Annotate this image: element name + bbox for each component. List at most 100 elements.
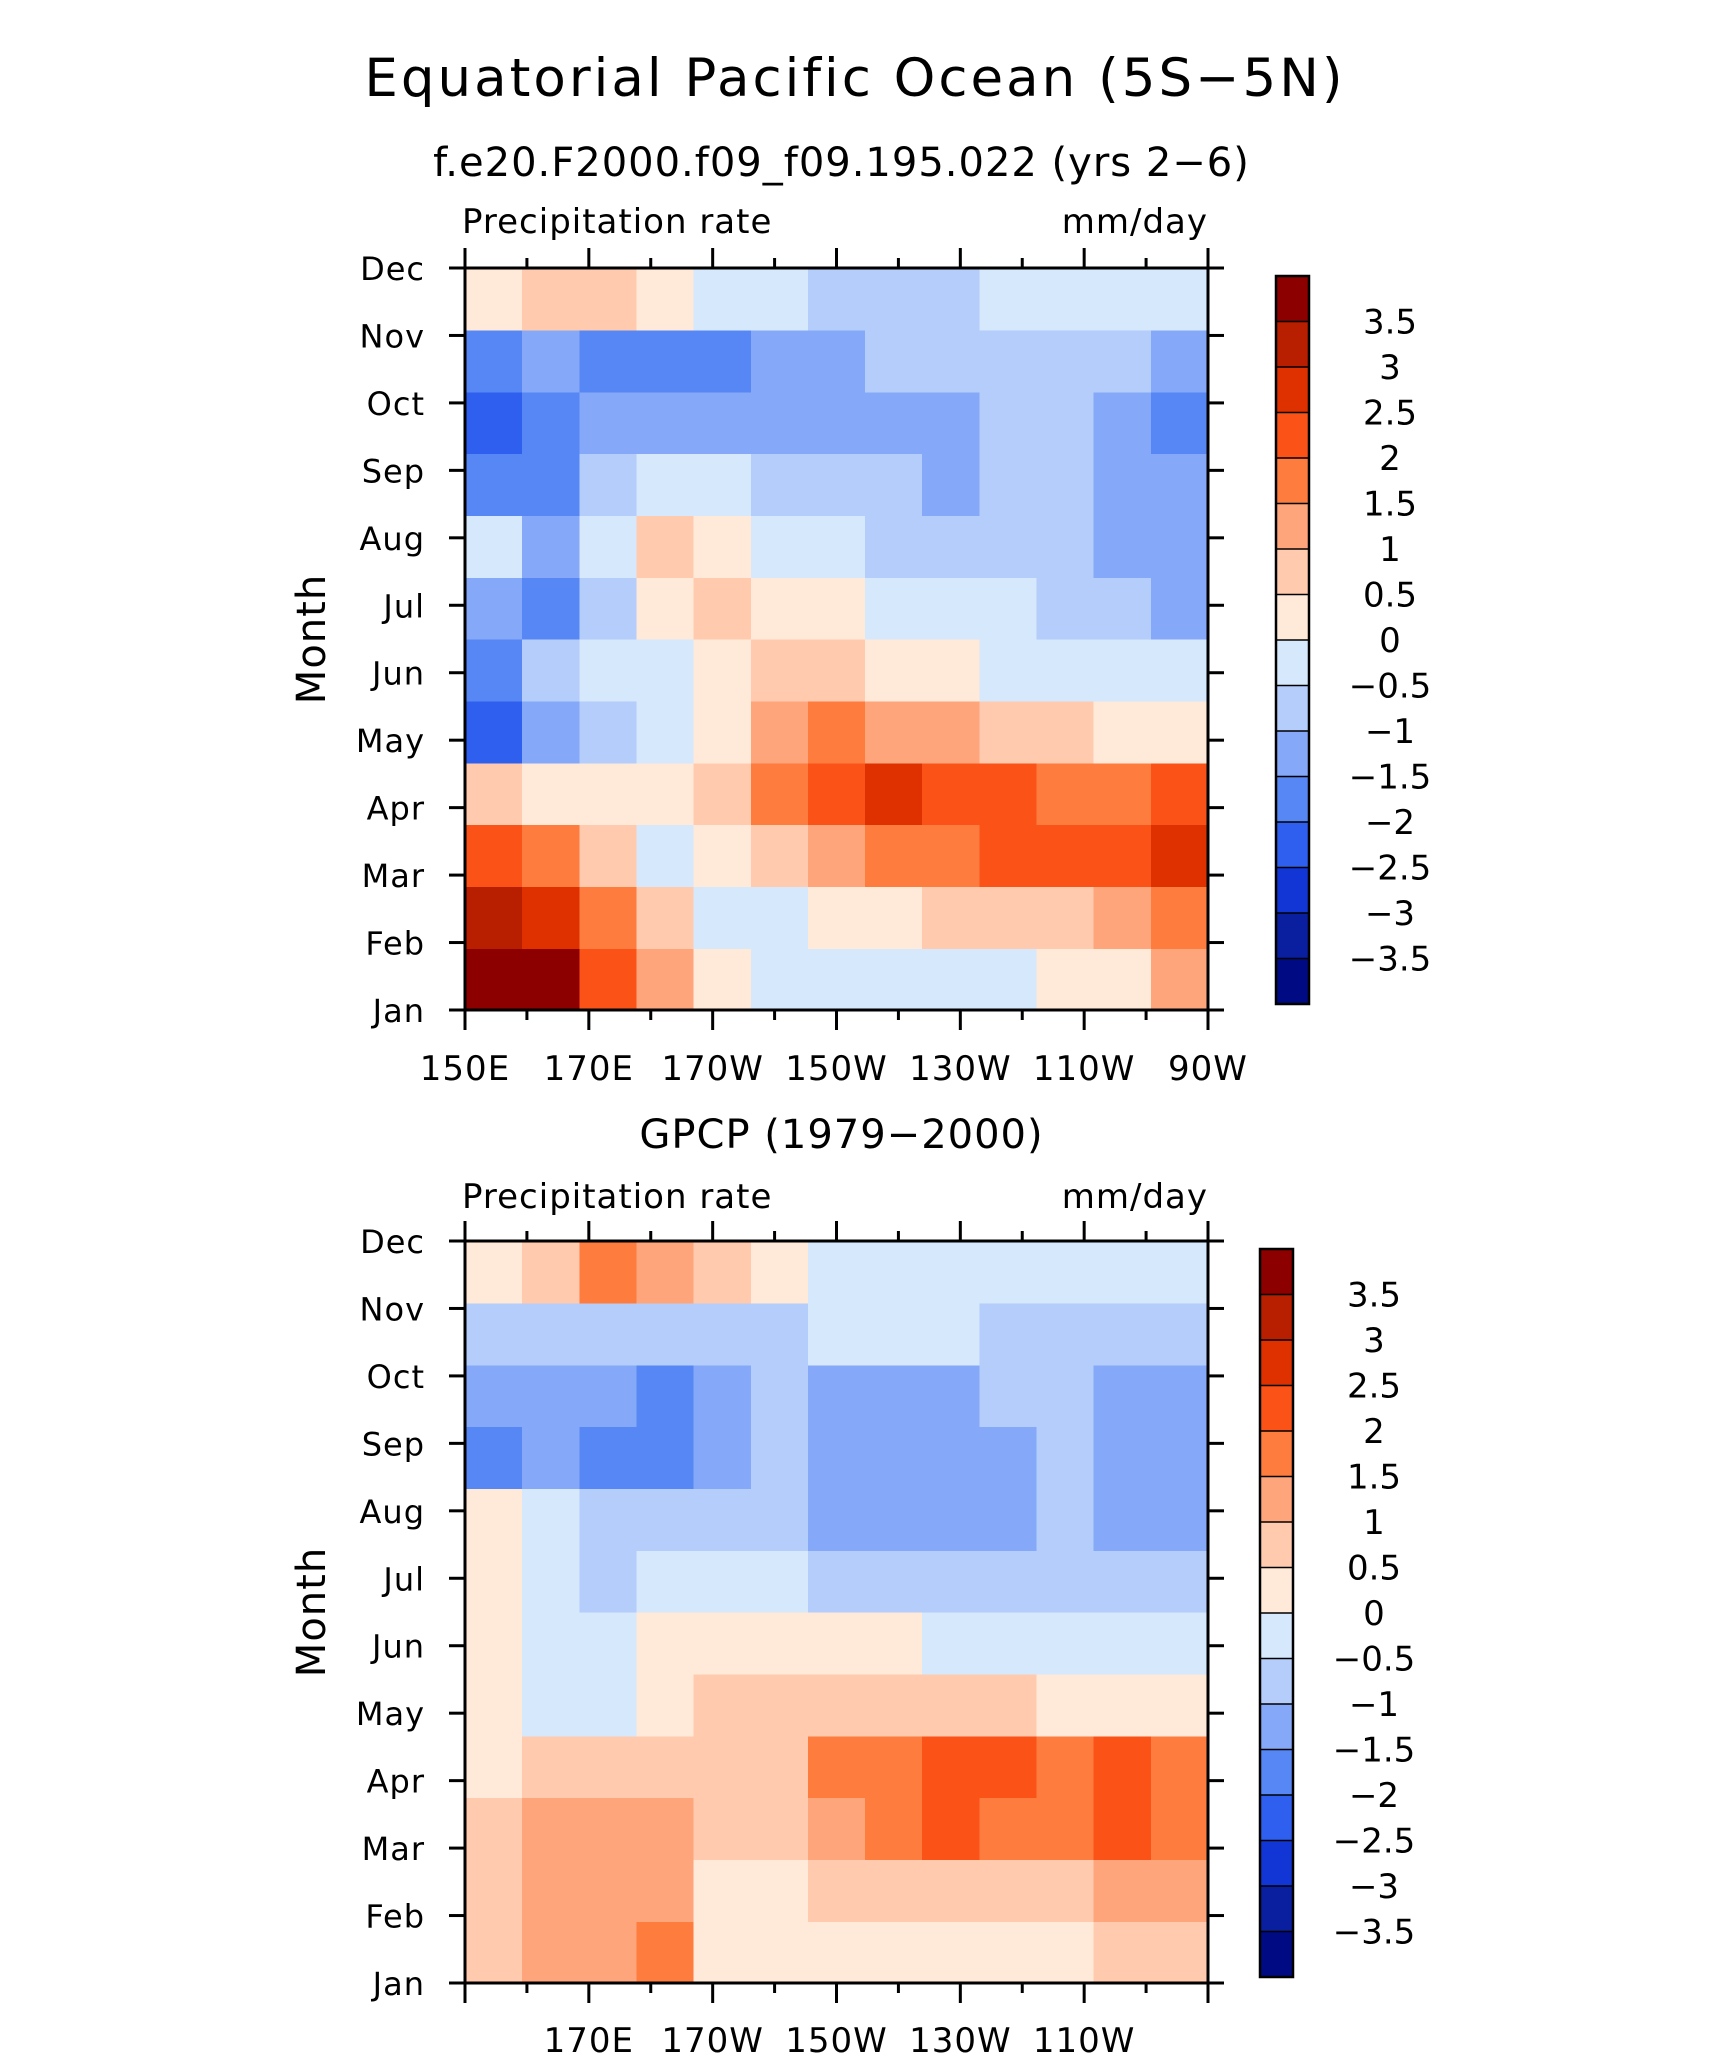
heatmap-cell <box>1150 329 1209 393</box>
heatmap-cell <box>465 824 523 887</box>
heatmap-cell <box>636 1612 695 1675</box>
heatmap-cell <box>579 1859 638 1922</box>
heatmap-cell <box>865 700 923 764</box>
heatmap-cell <box>1036 453 1095 516</box>
heatmap-cell <box>636 453 695 516</box>
heatmap-cell <box>1036 1859 1095 1922</box>
heatmap-cell <box>636 639 695 702</box>
heatmap-cell <box>1093 453 1152 516</box>
colorbar-swatch <box>1276 321 1309 368</box>
heatmap-cell <box>579 1364 638 1428</box>
heatmap-cell <box>979 1735 1038 1799</box>
heatmap-cell <box>750 1364 809 1428</box>
y-axis: Jan Feb Mar Apr May Jun Jul Aug Sep Oct Nov Dec <box>356 250 1224 1030</box>
heatmap-cell <box>1093 1921 1152 1984</box>
heatmap-cell <box>922 515 980 578</box>
colorbar-label: 1 <box>1379 530 1401 570</box>
colorbar-label: 0 <box>1363 1594 1385 1634</box>
heatmap-cell <box>922 700 980 764</box>
heatmap-cell <box>1150 1797 1209 1860</box>
heatmap-cell <box>979 700 1038 764</box>
heatmap-cell <box>579 700 638 764</box>
heatmap-cell <box>922 948 980 1011</box>
heatmap-cell <box>1093 1426 1152 1489</box>
panel-subtitle: GPCP (1979−2000) <box>639 1112 1043 1158</box>
heatmap-cell <box>807 639 866 702</box>
y-axis-label: Month <box>289 574 335 704</box>
heatmap-cell <box>750 1302 809 1366</box>
y-tick-label: May <box>356 722 425 760</box>
heatmap-cell <box>750 1426 809 1489</box>
heatmap-cell <box>865 1735 923 1799</box>
panel-left-label: Precipitation rate <box>462 202 772 242</box>
heatmap-cell <box>807 329 866 393</box>
heatmap-cell <box>750 577 809 640</box>
y-tick-label: Sep <box>362 452 425 490</box>
colorbar-label: 1 <box>1363 1503 1385 1543</box>
heatmap-cell <box>979 1673 1038 1737</box>
heatmap-cell <box>522 762 580 826</box>
heatmap-cell <box>865 1364 923 1428</box>
heatmap-cell <box>522 1426 580 1489</box>
heatmap-cell <box>1036 515 1095 578</box>
heatmap-cell <box>750 453 809 516</box>
colorbar-swatch <box>1260 1613 1293 1659</box>
panel-left-label: Precipitation rate <box>462 1177 772 1217</box>
heatmap-cell <box>579 824 638 887</box>
heatmap-cell <box>1093 1612 1152 1675</box>
heatmap-cell <box>1093 1302 1152 1366</box>
colorbar-swatch <box>1260 1840 1293 1887</box>
heatmap-cell <box>1036 824 1095 887</box>
y-tick-label: Jan <box>371 1965 425 2003</box>
heatmap-cell <box>522 886 580 949</box>
colorbar-swatch <box>1260 1567 1293 1614</box>
heatmap-cell <box>636 1241 695 1304</box>
colorbar-2: 3.5 3 2.5 2 1.5 1 0.5 0 −0.5 −1 −1.5 −2 −2.5 −3 −3.5 <box>1258 1247 1416 1979</box>
heatmap-cell <box>1150 1673 1209 1737</box>
heatmap-cell <box>693 639 752 702</box>
heatmap-cell <box>465 1921 523 1984</box>
y-tick-label: Apr <box>367 790 425 828</box>
heatmap-cell <box>636 268 695 331</box>
heatmap-cell <box>807 762 866 826</box>
heatmap-cell <box>579 515 638 578</box>
heatmap-cell <box>465 1488 523 1551</box>
heatmap-cell <box>750 824 809 887</box>
heatmap-cell <box>1150 1426 1209 1489</box>
heatmap-cell <box>693 577 752 640</box>
heatmap-cell <box>979 1550 1038 1613</box>
heatmap-cell <box>522 1488 580 1551</box>
heatmap-cell <box>1150 886 1209 949</box>
x-tick-label: 110W <box>1033 2021 1136 2059</box>
heatmap-cell <box>522 329 580 393</box>
colorbar-swatch <box>1260 1385 1293 1432</box>
heatmap-cell <box>979 948 1038 1011</box>
heatmap-cell <box>522 1797 580 1860</box>
colorbar-swatch <box>1276 458 1309 504</box>
colorbar-swatch <box>1276 549 1309 595</box>
heatmap-cell <box>807 1735 866 1799</box>
heatmap-cells <box>465 268 1209 1011</box>
heatmap-cell <box>579 1673 638 1737</box>
heatmap-cell <box>1150 577 1209 640</box>
y-tick-label: Aug <box>360 520 425 558</box>
heatmap-cell <box>807 1859 866 1922</box>
heatmap-cell <box>922 1426 980 1489</box>
colorbar-label: −0.5 <box>1333 1640 1416 1680</box>
heatmap-cell <box>522 577 580 640</box>
heatmap-cell <box>636 1426 695 1489</box>
colorbar-swatch <box>1260 1431 1293 1477</box>
heatmap-cell <box>979 1859 1038 1922</box>
heatmap-cell <box>922 1550 980 1613</box>
heatmap-cell <box>465 391 523 455</box>
heatmap-cell <box>865 886 923 949</box>
heatmap-cell <box>579 762 638 826</box>
heatmap-cell <box>1036 1364 1095 1428</box>
x-tick-label: 130W <box>909 2021 1012 2059</box>
heatmap-cell <box>579 1797 638 1860</box>
heatmap-cell <box>922 1673 980 1737</box>
heatmap-cell <box>979 886 1038 949</box>
heatmap-cell <box>693 700 752 764</box>
heatmap-cell <box>807 1241 866 1304</box>
colorbar-swatch <box>1260 1749 1293 1796</box>
